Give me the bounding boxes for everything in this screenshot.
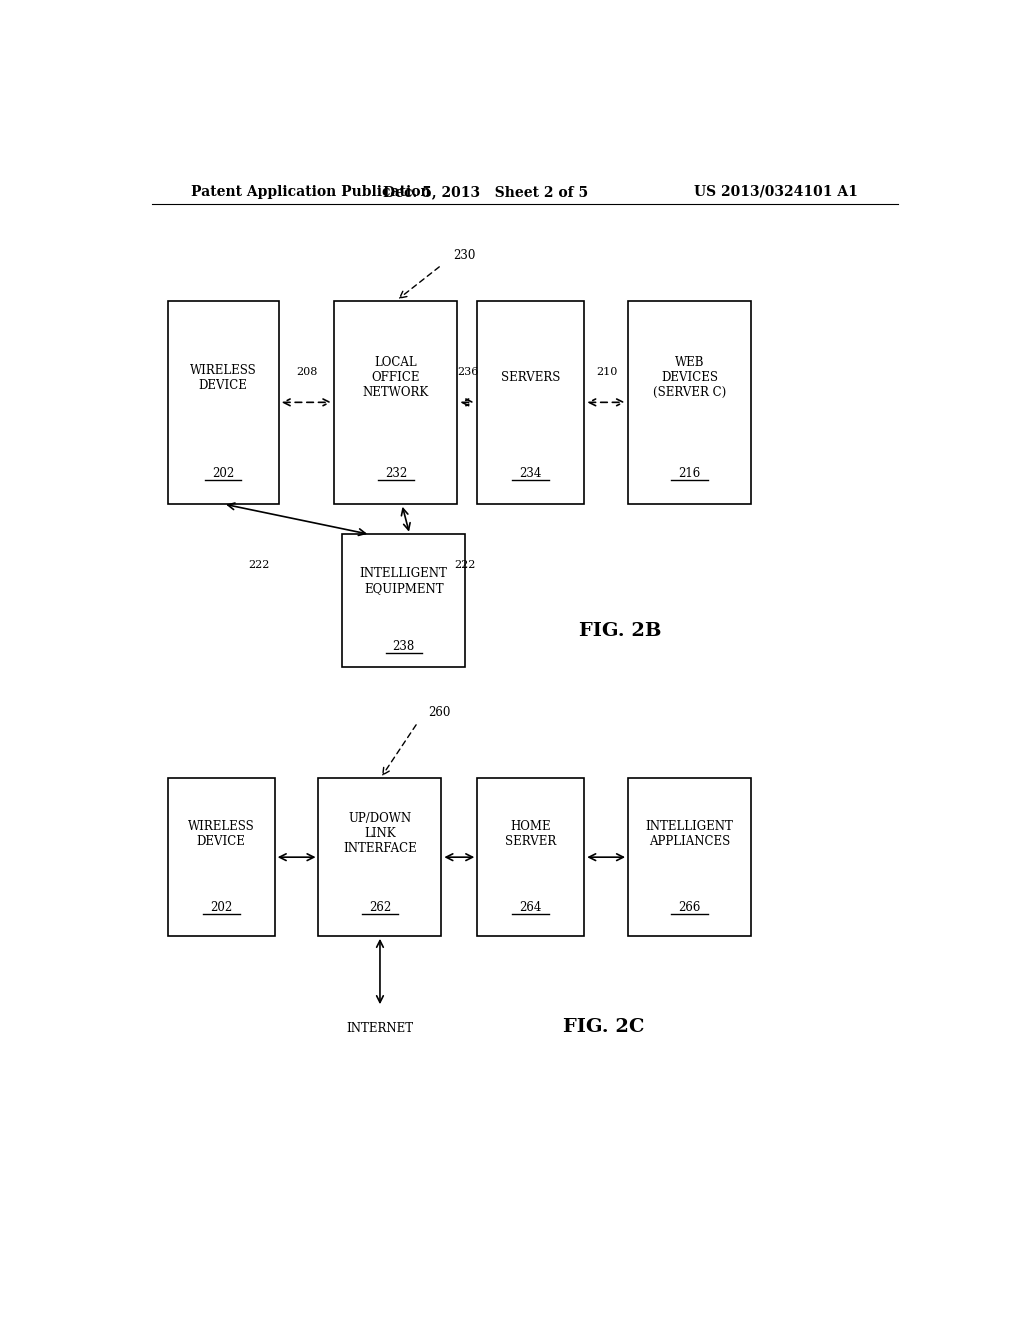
- Text: WIRELESS
DEVICE: WIRELESS DEVICE: [187, 820, 255, 847]
- Text: Dec. 5, 2013   Sheet 2 of 5: Dec. 5, 2013 Sheet 2 of 5: [383, 185, 588, 199]
- FancyBboxPatch shape: [168, 779, 274, 936]
- Text: 208: 208: [296, 367, 317, 378]
- Text: SERVERS: SERVERS: [501, 371, 560, 384]
- Text: 234: 234: [519, 467, 542, 480]
- FancyBboxPatch shape: [342, 535, 465, 667]
- FancyBboxPatch shape: [628, 779, 751, 936]
- Text: 210: 210: [596, 367, 617, 378]
- Text: 202: 202: [210, 902, 232, 913]
- FancyBboxPatch shape: [477, 779, 585, 936]
- Text: INTERNET: INTERNET: [346, 1022, 414, 1035]
- Text: FIG. 2B: FIG. 2B: [579, 622, 662, 640]
- Text: 222: 222: [455, 560, 476, 570]
- Text: Patent Application Publication: Patent Application Publication: [191, 185, 431, 199]
- Text: WEB
DEVICES
(SERVER C): WEB DEVICES (SERVER C): [653, 356, 726, 400]
- Text: FIG. 2C: FIG. 2C: [563, 1019, 645, 1036]
- Text: 262: 262: [369, 902, 391, 913]
- Text: UP/DOWN
LINK
INTERFACE: UP/DOWN LINK INTERFACE: [343, 812, 417, 855]
- Text: US 2013/0324101 A1: US 2013/0324101 A1: [694, 185, 858, 199]
- FancyBboxPatch shape: [628, 301, 751, 504]
- FancyBboxPatch shape: [477, 301, 585, 504]
- Text: 202: 202: [212, 467, 234, 480]
- Text: 238: 238: [392, 640, 415, 653]
- Text: LOCAL
OFFICE
NETWORK: LOCAL OFFICE NETWORK: [362, 356, 429, 400]
- FancyBboxPatch shape: [318, 779, 441, 936]
- Text: INTELLIGENT
APPLIANCES: INTELLIGENT APPLIANCES: [645, 820, 733, 847]
- Text: 232: 232: [385, 467, 407, 480]
- FancyBboxPatch shape: [334, 301, 458, 504]
- Text: INTELLIGENT
EQUIPMENT: INTELLIGENT EQUIPMENT: [359, 566, 447, 595]
- Text: 236: 236: [457, 367, 478, 378]
- Text: 230: 230: [454, 249, 476, 263]
- Text: 266: 266: [678, 902, 700, 913]
- Text: 222: 222: [248, 560, 269, 570]
- Text: HOME
SERVER: HOME SERVER: [505, 820, 556, 847]
- Text: 260: 260: [428, 706, 451, 719]
- Text: 264: 264: [519, 902, 542, 913]
- FancyBboxPatch shape: [168, 301, 279, 504]
- Text: WIRELESS
DEVICE: WIRELESS DEVICE: [189, 364, 257, 392]
- Text: 216: 216: [678, 467, 700, 480]
